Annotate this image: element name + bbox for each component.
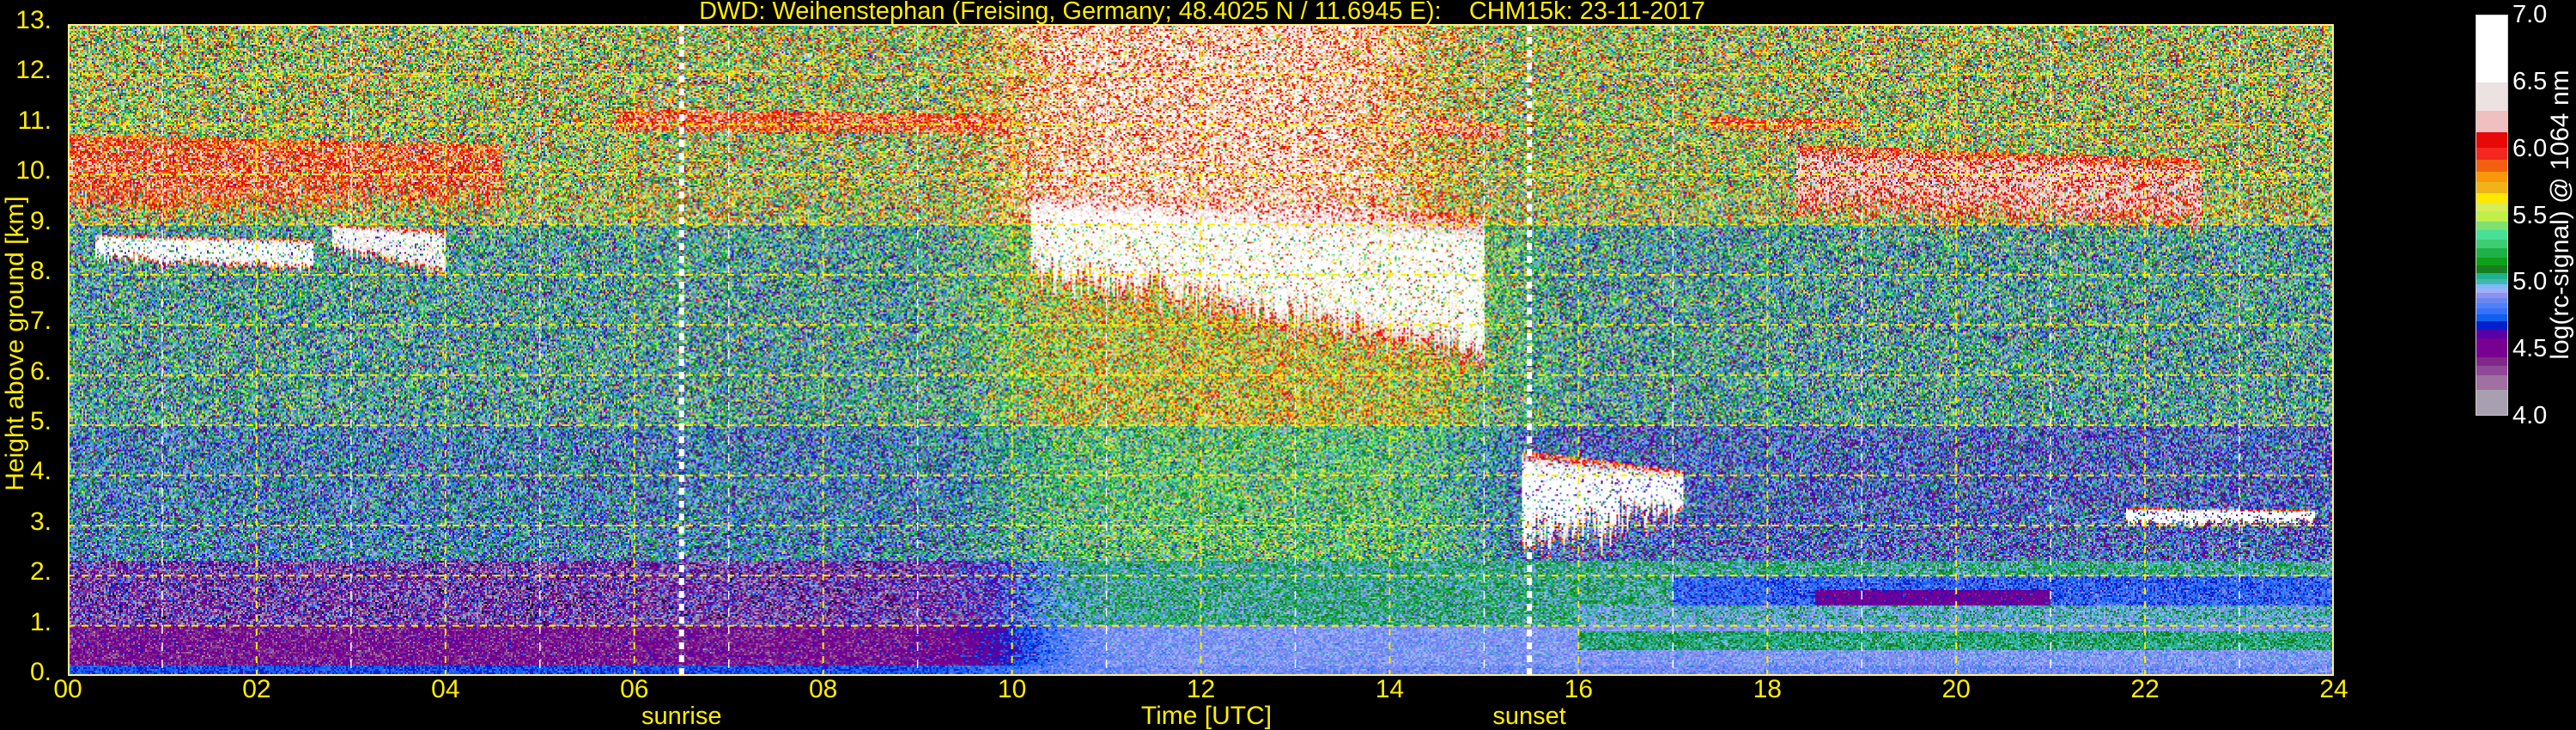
sunset-label: sunset xyxy=(1492,703,1566,730)
colorbar xyxy=(2476,15,2508,416)
colorbar-bin xyxy=(2476,292,2507,298)
plot-frame xyxy=(68,24,2334,676)
colorbar-bin xyxy=(2476,15,2507,82)
y-tick-label: 3. xyxy=(29,507,52,536)
colorbar-bin xyxy=(2476,247,2507,259)
sunrise-label: sunrise xyxy=(641,703,722,730)
y-tick-label: 6. xyxy=(29,356,52,386)
colorbar-bin xyxy=(2476,239,2507,248)
colorbar-bin xyxy=(2476,283,2507,289)
y-tick-label: 9. xyxy=(29,206,52,235)
colorbar-bin xyxy=(2476,131,2507,149)
colorbar-bin xyxy=(2476,210,2507,222)
x-tick-label: 22 xyxy=(2130,675,2160,703)
y-tick-label: 7. xyxy=(29,307,52,336)
colorbar-bin xyxy=(2476,110,2507,132)
colorbar-bin xyxy=(2476,181,2507,193)
backscatter-heatmap xyxy=(68,24,2334,676)
x-tick-label: 24 xyxy=(2319,675,2348,703)
colorbar-bin xyxy=(2476,297,2507,303)
colorbar-bin xyxy=(2476,320,2507,330)
y-tick-label: 11. xyxy=(17,106,52,135)
colorbar-bin xyxy=(2476,229,2507,240)
y-tick-label: 4. xyxy=(29,457,52,486)
colorbar-bin xyxy=(2476,356,2507,367)
x-tick-label: 08 xyxy=(808,675,838,703)
colorbar-tick-label: 5.0 xyxy=(2512,268,2548,296)
x-tick-label: 06 xyxy=(620,675,649,703)
x-tick-label: 20 xyxy=(1941,675,1971,703)
colorbar-tick-label: 6.5 xyxy=(2512,67,2548,95)
colorbar-bin xyxy=(2476,338,2507,358)
colorbar-bin xyxy=(2476,313,2507,321)
colorbar-tick-label: 6.0 xyxy=(2512,134,2548,162)
x-tick-label: 12 xyxy=(1186,675,1216,703)
y-axis-label: Height above ground [km] xyxy=(1,196,29,491)
colorbar-bin xyxy=(2476,221,2507,231)
colorbar-bin xyxy=(2476,302,2507,308)
colorbar-label: log(rc-signal) @ 1064 nm xyxy=(2546,70,2574,360)
colorbar-bin xyxy=(2476,307,2507,314)
colorbar-bin xyxy=(2476,272,2507,280)
colorbar-bin xyxy=(2476,278,2507,284)
y-tick-label: 0. xyxy=(29,658,52,686)
colorbar-bin xyxy=(2476,365,2507,375)
x-tick-label: 02 xyxy=(242,675,271,703)
x-tick-label: 04 xyxy=(431,675,460,703)
colorbar-bin xyxy=(2476,82,2507,112)
colorbar-bin xyxy=(2476,329,2507,338)
grid-overlay xyxy=(68,24,2334,676)
chart-title: DWD: Weihenstephan (Freising, Germany; 4… xyxy=(699,0,1705,25)
x-tick-label: 10 xyxy=(997,675,1027,703)
colorbar-bin xyxy=(2476,288,2507,293)
x-tick-label: 14 xyxy=(1375,675,1405,703)
y-tick-label: 8. xyxy=(29,256,52,285)
y-tick-label: 12. xyxy=(15,56,52,85)
x-tick-label: 16 xyxy=(1564,675,1594,703)
x-axis-label: Time [UTC] xyxy=(1140,702,1273,730)
x-tick-label: 00 xyxy=(53,675,82,703)
colorbar-tick-label: 7.0 xyxy=(2512,1,2548,28)
colorbar-tick-label: 4.0 xyxy=(2512,402,2548,429)
colorbar-bin xyxy=(2476,374,2507,390)
y-tick-label: 1. xyxy=(29,607,52,636)
colorbar-bin xyxy=(2476,192,2507,203)
x-tick-label: 18 xyxy=(1753,675,1782,703)
colorbar-bin xyxy=(2476,202,2507,212)
colorbar-bin xyxy=(2476,159,2507,173)
colorbar-bin xyxy=(2476,389,2507,416)
y-tick-label: 13. xyxy=(15,6,52,34)
colorbar-tick-label: 5.5 xyxy=(2512,201,2548,229)
colorbar-bin xyxy=(2476,257,2507,266)
y-tick-label: 10. xyxy=(15,156,52,186)
colorbar-tick-label: 4.5 xyxy=(2512,335,2548,363)
y-tick-label: 2. xyxy=(29,557,52,587)
colorbar-bin xyxy=(2476,265,2507,274)
colorbar-bin xyxy=(2476,171,2507,183)
y-tick-label: 5. xyxy=(29,407,52,436)
colorbar-bin xyxy=(2476,147,2507,161)
plot-area xyxy=(68,24,2334,676)
